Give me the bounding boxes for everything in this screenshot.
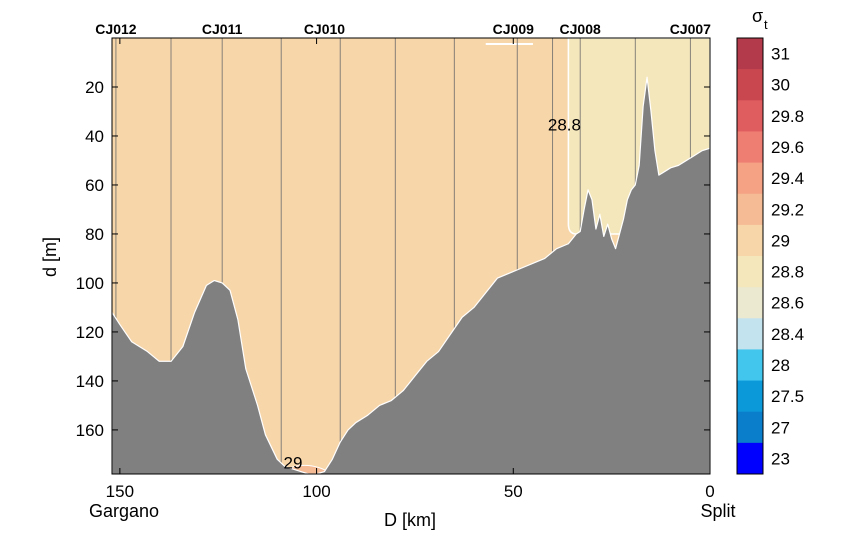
colorbar-swatch — [737, 318, 763, 350]
colorbar-swatch — [737, 256, 763, 288]
colorbar-level-label: 29.8 — [771, 107, 804, 126]
colorbar-level-label: 29.4 — [771, 169, 804, 188]
y-tick-label: 160 — [76, 421, 104, 440]
colorbar-swatch — [737, 349, 763, 382]
right-endpoint-label: Split — [700, 501, 735, 521]
y-tick-label: 100 — [76, 274, 104, 293]
plot-area: 28.8 29 — [112, 38, 710, 474]
colorbar-level-label: 28.4 — [771, 325, 804, 344]
colorbar-frame — [736, 37, 764, 475]
contour-label: 29 — [284, 454, 303, 473]
colorbar-swatch — [737, 442, 763, 475]
colorbar-level-label: 29 — [771, 231, 790, 250]
colorbar-swatch — [737, 411, 763, 444]
colorbar-swatch — [737, 224, 763, 257]
y-tick-label: 120 — [76, 323, 104, 342]
station-label: CJ009 — [493, 21, 534, 37]
colorbar-level-label: 27.5 — [771, 387, 804, 406]
colorbar-swatch — [737, 131, 763, 164]
y-axis-label: d [m] — [40, 237, 60, 277]
axes: 20 40 60 80 100 120 140 160 150 100 50 0 CJ012 CJ011 C… — [76, 21, 715, 501]
colorbar: 31 30 29.8 29.6 29.4 29.2 29 28.8 28.6 28.4 28 27.5… — [736, 37, 804, 475]
colorbar-title-subscript: t — [764, 17, 768, 32]
x-tick-label: 50 — [504, 482, 523, 501]
colorbar-swatch — [737, 380, 763, 413]
colorbar-level-label: 29.6 — [771, 138, 804, 157]
x-tick-label: 0 — [705, 482, 714, 501]
y-tick-label: 40 — [85, 127, 104, 146]
left-endpoint-label: Gargano — [89, 501, 159, 521]
seabed-bathymetry — [112, 76, 710, 474]
x-axis-label: D [km] — [384, 510, 436, 530]
station-label: CJ007 — [670, 21, 711, 37]
y-tick-label: 20 — [85, 78, 104, 97]
y-tick-label: 60 — [85, 176, 104, 195]
colorbar-title: σ — [752, 6, 763, 26]
x-tick-label: 100 — [302, 482, 330, 501]
colorbar-level-label: 28.6 — [771, 294, 804, 313]
colorbar-level-label: 30 — [771, 76, 790, 95]
colorbar-swatch — [737, 193, 763, 226]
colorbar-level-label: 23 — [771, 449, 790, 468]
plot-content: 28.8 29 — [112, 38, 710, 474]
station-label: CJ011 — [202, 21, 243, 37]
colorbar-swatch — [737, 69, 763, 101]
colorbar-swatch — [737, 100, 763, 132]
y-tick-label: 80 — [85, 225, 104, 244]
colorbar-level-label: 28 — [771, 356, 790, 375]
colorbar-level-label: 29.2 — [771, 200, 804, 219]
station-label: CJ008 — [560, 21, 601, 37]
colorbar-level-label: 27 — [771, 418, 790, 437]
colorbar-swatch — [737, 38, 763, 70]
station-label: CJ010 — [304, 21, 345, 37]
colorbar-level-label: 31 — [771, 45, 790, 64]
plot-frame — [111, 37, 711, 475]
x-tick-label: 150 — [106, 482, 134, 501]
colorbar-swatch — [737, 162, 763, 195]
station-label: CJ012 — [95, 21, 136, 37]
contour-label: 28.8 — [548, 116, 581, 135]
y-tick-label: 140 — [76, 372, 104, 391]
colorbar-swatch — [737, 287, 763, 319]
colorbar-level-label: 28.8 — [771, 263, 804, 282]
